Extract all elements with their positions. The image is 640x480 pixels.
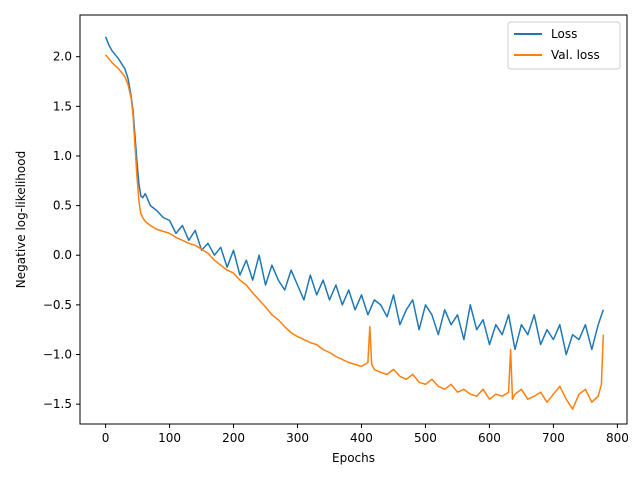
y-axis: −1.5 −1.0 −0.5 0.0 0.5 1.0 1.5 2.0: [43, 50, 80, 411]
y-axis-label: Negative log-likelihood: [14, 151, 28, 288]
x-tick-label: 200: [222, 431, 245, 445]
x-tick-label: 500: [414, 431, 437, 445]
x-tick-label: 100: [158, 431, 181, 445]
y-tick-label: −1.5: [43, 397, 72, 411]
legend: Loss Val. loss: [507, 21, 621, 70]
x-tick-label: 800: [606, 431, 629, 445]
y-tick-label: 2.0: [53, 50, 72, 64]
y-tick-label: −1.0: [43, 348, 72, 362]
series-line-val-loss: [105, 54, 605, 410]
series-layer: [104, 36, 605, 410]
y-tick-label: 0.0: [53, 248, 72, 262]
x-tick-label: 700: [542, 431, 565, 445]
x-axis-label: Epochs: [332, 451, 375, 465]
axes-frame: [79, 14, 628, 425]
x-axis: 0 100 200 300 400 500 600 700 800: [102, 424, 629, 445]
legend-label-loss: Loss: [551, 27, 577, 41]
y-tick-label: −0.5: [43, 298, 72, 312]
x-tick-label: 400: [350, 431, 373, 445]
y-tick-label: 1.0: [53, 149, 72, 163]
y-tick-label: 0.5: [53, 199, 72, 213]
x-tick-label: 0: [102, 431, 110, 445]
x-tick-label: 600: [478, 431, 501, 445]
y-tick-label: 1.5: [53, 99, 72, 113]
x-tick-label: 300: [286, 431, 309, 445]
series-line-loss: [104, 36, 605, 356]
legend-label-val-loss: Val. loss: [551, 48, 600, 62]
